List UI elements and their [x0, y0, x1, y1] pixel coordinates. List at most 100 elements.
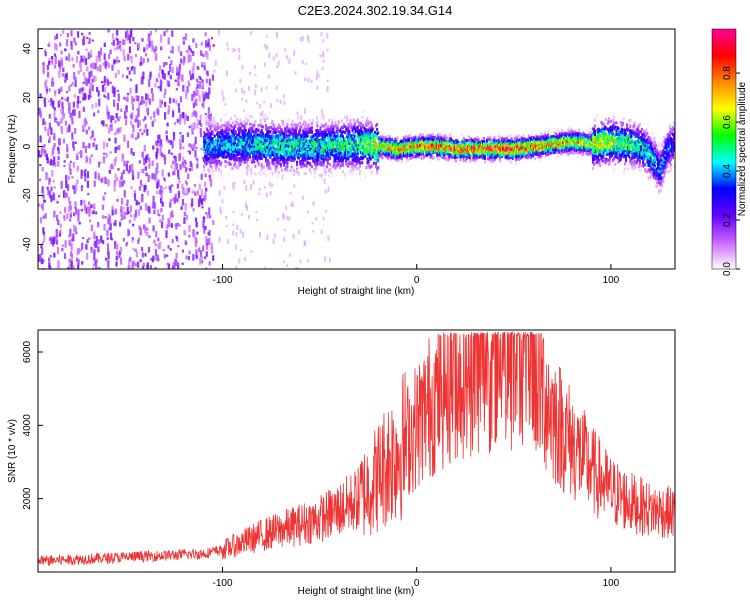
noise-cell — [286, 215, 289, 221]
ridge-cell — [215, 165, 218, 169]
ridge-cell — [355, 119, 358, 123]
noise-cell — [53, 110, 56, 119]
noise-cell — [324, 209, 327, 213]
noise-cell — [70, 40, 73, 46]
ridge-cell — [273, 155, 276, 159]
ridge-cell — [249, 140, 252, 144]
ridge-cell — [317, 134, 320, 138]
ridge-cell — [310, 140, 313, 144]
ridge-cell — [285, 151, 288, 155]
noise-cell — [115, 113, 118, 119]
ridge-cell — [281, 147, 284, 151]
ridge-cell — [410, 152, 413, 156]
noise-cell — [157, 237, 160, 241]
ridge-cell — [337, 120, 340, 124]
ridge-cell — [220, 132, 223, 136]
noise-cell — [238, 258, 241, 264]
ridge-cell — [320, 157, 323, 161]
ridge-cell — [337, 162, 340, 166]
ridge-cell — [316, 152, 319, 156]
ridge-cell — [259, 156, 262, 160]
noise-cell — [77, 248, 80, 255]
ridge-cell — [219, 143, 222, 147]
noise-cell — [50, 81, 54, 87]
ridge-cell — [242, 136, 245, 140]
ridge-cell — [255, 134, 258, 138]
ridge-cell — [313, 133, 316, 137]
noise-cell — [106, 108, 109, 116]
ridge-cell — [242, 150, 245, 154]
noise-cell — [157, 109, 160, 116]
ridge-cell — [224, 135, 227, 139]
ridge-cell — [207, 129, 210, 133]
ridge-cell — [378, 137, 381, 141]
noise-cell — [114, 156, 118, 163]
ridge-cell — [236, 117, 239, 121]
ridge-cell — [306, 144, 309, 148]
noise-cell — [90, 70, 93, 77]
noise-cell — [107, 111, 110, 120]
ridge-cell — [353, 149, 356, 153]
noise-cell — [42, 118, 45, 126]
ridge-cell — [268, 153, 271, 157]
noise-cell — [116, 89, 119, 93]
ridge-cell — [371, 152, 374, 156]
ridge-cell — [213, 140, 216, 144]
noise-cell — [248, 215, 251, 220]
ridge-cell — [324, 146, 327, 150]
noise-cell — [108, 138, 111, 142]
noise-cell — [141, 62, 144, 65]
noise-cell — [127, 53, 130, 61]
ridge-cell — [283, 156, 286, 160]
noise-cell — [146, 43, 149, 51]
noise-cell — [127, 229, 131, 236]
ridge-cell — [373, 146, 376, 150]
ridge-cell — [260, 150, 263, 154]
ridge-cell — [266, 130, 269, 134]
ridge-cell — [289, 149, 292, 153]
ridge-cell — [231, 154, 234, 158]
noise-cell — [148, 206, 151, 214]
ridge-cell — [306, 134, 309, 138]
ridge-cell — [212, 155, 215, 159]
ridge-cell — [221, 134, 224, 138]
ridge-cell — [359, 172, 362, 176]
noise-cell — [163, 177, 166, 181]
ridge-cell — [325, 152, 328, 156]
noise-cell — [146, 57, 150, 63]
ridge-cell — [287, 153, 290, 157]
ridge-cell — [371, 139, 374, 143]
ridge-cell — [394, 149, 397, 153]
ridge-cell — [364, 175, 367, 179]
noise-cell — [142, 224, 146, 230]
ridge-cell — [284, 137, 287, 141]
ridge-cell — [301, 143, 304, 147]
noise-cell — [109, 232, 113, 240]
ridge-cell — [310, 165, 313, 169]
ridge-cell — [348, 147, 351, 151]
noise-cell — [258, 104, 261, 109]
ridge-cell — [208, 140, 211, 144]
noise-cell — [208, 87, 211, 95]
ridge-cell — [228, 146, 231, 150]
ridge-cell — [328, 145, 331, 149]
ridge-cell — [355, 152, 358, 156]
ridge-cell — [279, 164, 282, 168]
ridge-cell — [221, 131, 224, 135]
ridge-cell — [426, 137, 429, 141]
ridge-cell — [243, 125, 246, 129]
noise-cell — [132, 223, 135, 227]
ridge-cell — [313, 155, 316, 159]
noise-cell — [149, 74, 152, 80]
ridge-cell — [299, 147, 302, 151]
ridge-cell — [249, 122, 252, 126]
ridge-cell — [261, 137, 264, 141]
ridge-cell — [354, 136, 357, 140]
noise-cell — [76, 248, 79, 256]
noise-cell — [152, 45, 155, 49]
noise-cell — [234, 182, 237, 185]
noise-cell — [322, 39, 325, 43]
ridge-cell — [363, 130, 366, 134]
ridge-cell — [254, 149, 257, 153]
noise-cell — [87, 79, 91, 83]
